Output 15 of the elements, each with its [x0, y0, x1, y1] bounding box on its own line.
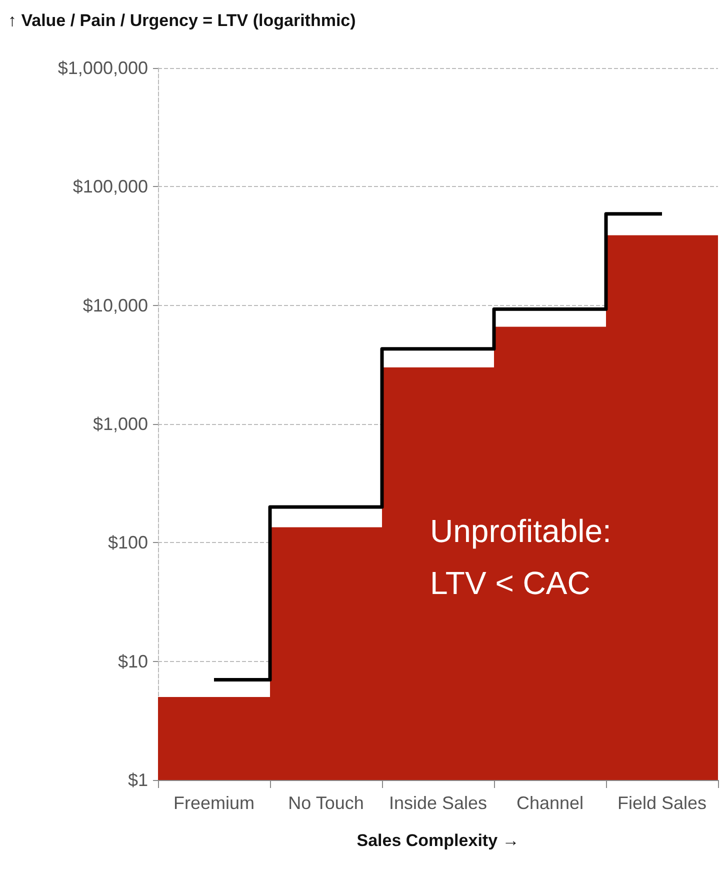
- y-tick-label: $10,000: [82, 295, 148, 316]
- y-tick-label: $1: [128, 770, 148, 790]
- x-tick-label: Inside Sales: [388, 793, 488, 813]
- y-tick-label: $1,000,000: [58, 58, 148, 78]
- x-tick-label: No Touch: [288, 793, 364, 813]
- x-tick-label: Freemium: [173, 793, 255, 813]
- y-tick-label: $100,000: [72, 176, 148, 197]
- annotation: Unprofitable: LTV < CAC: [430, 513, 612, 601]
- y-tick-label: $100: [108, 532, 148, 553]
- x-tick-label: Field Sales: [617, 793, 707, 813]
- y-axis-title: ↑ Value / Pain / Urgency = LTV (logarithmic): [8, 11, 356, 30]
- x-tick-label: Channel: [516, 793, 584, 813]
- x-axis-title: Sales Complexity →: [356, 831, 520, 850]
- y-tick-label: $1,000: [92, 414, 148, 434]
- y-tick-label: $10: [118, 651, 148, 672]
